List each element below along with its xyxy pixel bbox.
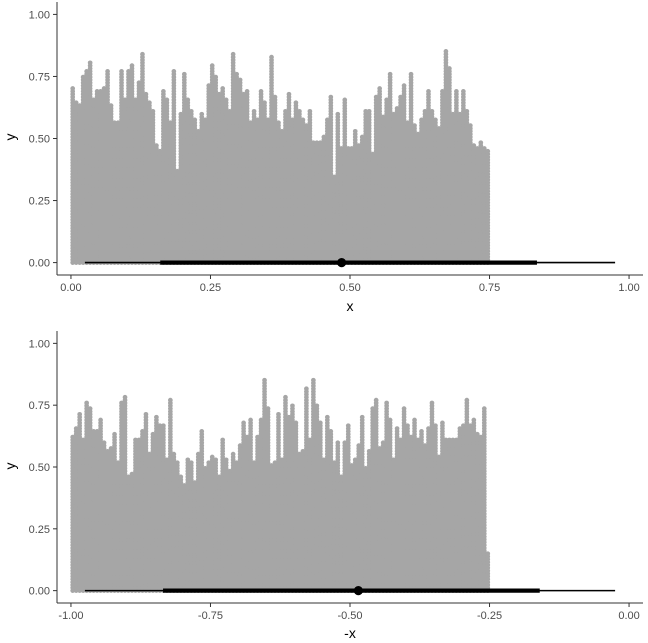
dot bbox=[352, 128, 358, 134]
dot-column bbox=[84, 69, 89, 265]
dot bbox=[80, 74, 86, 80]
dot-column bbox=[101, 86, 107, 265]
dot bbox=[164, 97, 170, 103]
dot bbox=[328, 94, 334, 100]
dot bbox=[108, 103, 114, 108]
dot bbox=[91, 97, 96, 103]
dot bbox=[147, 100, 152, 106]
dot bbox=[251, 108, 257, 114]
dot-column bbox=[70, 86, 76, 265]
dot bbox=[269, 54, 274, 60]
dot bbox=[171, 69, 177, 74]
dot bbox=[286, 91, 292, 97]
dot-column bbox=[108, 103, 114, 265]
dot bbox=[230, 51, 236, 57]
dot bbox=[105, 69, 110, 74]
dot-column bbox=[80, 74, 86, 265]
dot-column bbox=[87, 60, 93, 265]
dot bbox=[140, 51, 145, 57]
dot bbox=[84, 69, 89, 74]
dot bbox=[258, 89, 264, 94]
dot bbox=[276, 120, 281, 126]
dot bbox=[70, 86, 76, 91]
dot bbox=[188, 108, 194, 114]
dot bbox=[161, 89, 166, 94]
dot bbox=[300, 117, 306, 123]
dot-column bbox=[98, 89, 103, 265]
dot bbox=[154, 143, 159, 148]
dot bbox=[293, 100, 299, 106]
dot bbox=[307, 108, 313, 114]
dot bbox=[342, 97, 348, 103]
dot-column bbox=[94, 89, 100, 265]
dot bbox=[181, 71, 187, 77]
dot bbox=[150, 108, 156, 114]
dot bbox=[94, 89, 100, 94]
dot bbox=[223, 97, 229, 103]
dot bbox=[192, 117, 198, 123]
dot bbox=[143, 91, 149, 97]
dot bbox=[209, 63, 215, 69]
dot bbox=[272, 94, 278, 100]
dot bbox=[129, 63, 135, 69]
chart-panel-top: 0.000.250.500.751.00 0.00 0.25 0.50 0.75 1.0… bbox=[2, 2, 643, 314]
dot-column bbox=[112, 120, 117, 265]
dot bbox=[112, 120, 117, 126]
dot bbox=[101, 86, 107, 91]
dot bbox=[234, 71, 239, 77]
dot-column bbox=[91, 97, 96, 265]
dot bbox=[73, 100, 79, 106]
dot bbox=[220, 86, 226, 91]
dot bbox=[297, 108, 302, 114]
dot bbox=[115, 120, 121, 126]
dot-column bbox=[115, 120, 121, 265]
dot bbox=[262, 100, 267, 106]
dot bbox=[237, 77, 243, 83]
dot bbox=[335, 111, 341, 117]
dot bbox=[244, 89, 250, 94]
dot bbox=[98, 89, 103, 94]
dot-column bbox=[122, 97, 128, 265]
dot bbox=[87, 60, 93, 66]
dot-columns bbox=[70, 49, 491, 265]
dot-column bbox=[105, 69, 110, 265]
dot bbox=[213, 74, 219, 80]
dot bbox=[77, 103, 83, 108]
dot-column bbox=[119, 69, 124, 265]
dot bbox=[119, 69, 124, 74]
dot bbox=[185, 97, 191, 103]
dot-column bbox=[73, 100, 79, 265]
dot bbox=[199, 111, 205, 117]
dot bbox=[366, 108, 372, 114]
dot-column bbox=[77, 103, 83, 265]
